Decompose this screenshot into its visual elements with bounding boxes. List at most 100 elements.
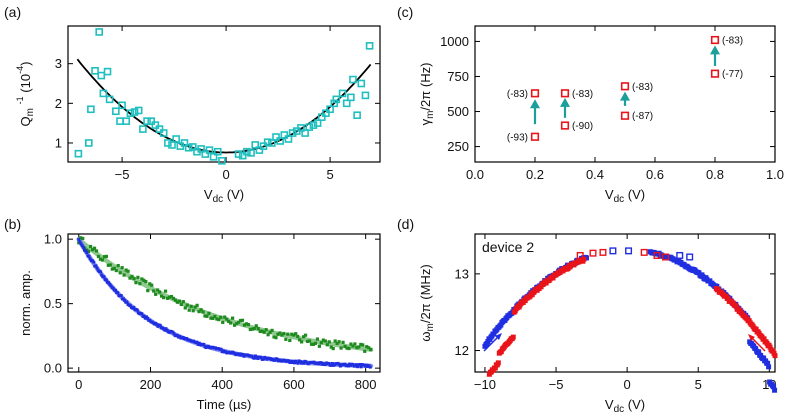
x-tick-label: 200 [140,377,162,392]
data-point-green [118,271,122,275]
data-point-green [179,302,183,307]
x-tick-label: 800 [355,377,377,392]
data-point-green [323,339,327,343]
data-point [353,111,361,120]
data-point-green [150,283,154,287]
data-point-blue [95,266,99,270]
y-axis-label-part: m [425,323,436,331]
data-point-blue [123,298,127,302]
x-axis-label-main: V [204,187,213,202]
data-point-blue [99,270,103,274]
y-tick-label: 13 [455,266,469,281]
data-point-green [347,346,351,351]
data-point [213,147,222,156]
data-point-green [286,332,290,336]
data-point-blue [142,314,146,318]
data-point-blue [756,349,762,355]
panel-label-c: (c) [397,4,413,20]
data-point-blue [87,255,91,259]
data-point [85,139,93,147]
data-point-blue [171,330,175,334]
y-tick-label: 1000 [440,34,469,49]
data-point [347,93,355,102]
data-point-blue [100,273,104,277]
data-point-red [496,350,502,356]
data-point [103,67,112,76]
data-point-green [90,248,95,252]
data-point-red [726,298,732,304]
data-point-blue [772,387,778,393]
data-point-green [106,263,110,267]
data-point-green [248,327,252,332]
data-point-green [175,300,179,304]
data-point-blue [358,362,362,366]
data-point-blue [109,284,113,288]
x-axis-label-main: V [605,187,614,202]
data-point [280,131,289,139]
data-point [126,109,135,118]
sweep-arrow-blue [483,336,499,352]
y-axis-label-part: -4 [15,66,25,74]
y-tick-label: 3 [55,56,62,71]
data-point-green [256,326,260,331]
data-point [263,138,272,146]
data-point-blue [122,297,126,301]
data-point-green [138,282,142,286]
data-point-green [199,308,203,312]
data-point-green [215,317,219,321]
data-point [139,125,147,133]
data-point-blue [241,352,245,356]
data-point-green [309,342,314,346]
data-point-green [116,263,120,268]
data-point-blue [148,318,152,322]
data-point-green [335,341,339,346]
data-point-blue [359,365,363,369]
device-label: device 2 [482,239,534,255]
data-point-green [238,318,243,323]
data-point-green [209,316,213,320]
data-point-blue [491,331,497,337]
data-point [189,143,197,151]
data-point [530,89,540,98]
sweep-arrow-blue-head [495,333,502,340]
y-tick-label: 750 [447,69,469,84]
data-point-green [305,339,310,344]
data-point [172,135,180,143]
data-point-green [355,345,359,350]
x-tick-label: 600 [283,377,305,392]
x-axis-label: Vdc (V) [605,187,645,205]
y-tick-label: 0.0 [44,361,62,376]
data-point-green [148,282,152,286]
data-point-green [234,322,239,326]
data-point-green [219,315,223,319]
data-point-green [110,267,114,271]
data-point-blue [329,363,333,367]
data-point-green [339,346,343,350]
data-point-green [303,333,308,337]
data-point-blue [77,237,81,241]
x-axis-label: Time (µs) [197,397,252,412]
data-point [301,129,309,137]
data-point-blue [346,364,350,368]
data-point-green [223,315,227,319]
data-point-green [270,328,274,332]
data-point-green [369,347,373,352]
data-point [326,105,334,114]
chart-a: −5 0 5 1 2 3 Vdc (V) Qm -1 (10-4) [15,25,381,205]
data-point [197,145,205,153]
data-point-blue [125,300,129,304]
data-point [342,99,351,108]
data-point [247,149,255,157]
data-point [112,107,120,116]
data-point-red [499,346,505,352]
data-point-green [191,309,195,313]
data-point-green [156,288,160,292]
sweep-arrow-red [751,337,766,352]
data-point-green [333,339,337,343]
data-point [168,141,176,149]
data-point [105,95,114,104]
data-point [205,146,214,154]
data-point-green [315,337,320,341]
data-point [560,121,570,130]
